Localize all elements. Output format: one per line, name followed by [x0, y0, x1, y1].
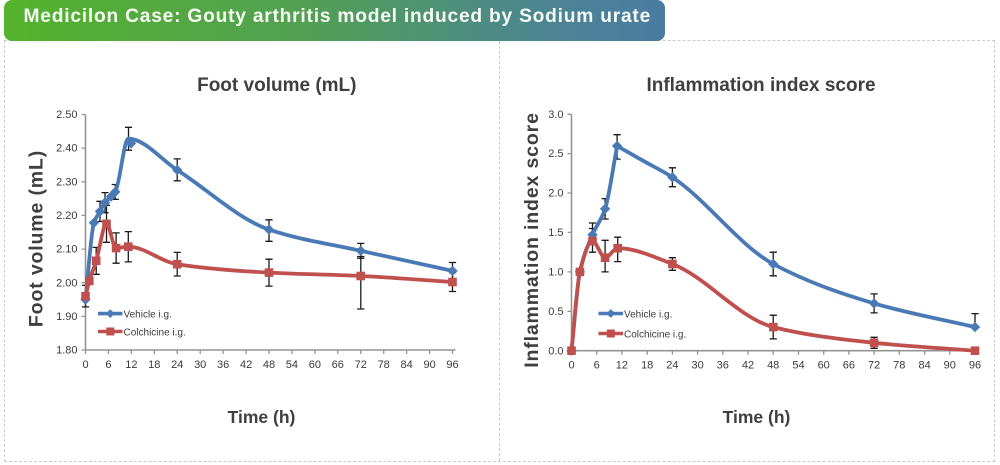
svg-text:78: 78 — [378, 359, 390, 371]
svg-text:18: 18 — [641, 360, 653, 372]
svg-text:12: 12 — [125, 359, 137, 371]
svg-text:96: 96 — [446, 359, 458, 371]
svg-text:Inflammation index score: Inflammation index score — [521, 112, 543, 368]
svg-text:24: 24 — [666, 360, 678, 372]
svg-text:36: 36 — [217, 359, 229, 371]
svg-text:60: 60 — [818, 360, 830, 372]
svg-text:1.0: 1.0 — [548, 267, 563, 279]
svg-text:Colchicine i.g.: Colchicine i.g. — [624, 330, 686, 341]
svg-text:30: 30 — [691, 360, 703, 372]
svg-text:2.20: 2.20 — [56, 210, 77, 222]
svg-text:0: 0 — [82, 359, 88, 371]
svg-text:72: 72 — [868, 360, 880, 372]
svg-text:78: 78 — [893, 360, 905, 372]
svg-text:30: 30 — [194, 359, 206, 371]
svg-text:1.80: 1.80 — [56, 345, 77, 357]
svg-text:96: 96 — [969, 360, 981, 372]
svg-text:54: 54 — [792, 360, 804, 372]
svg-text:6: 6 — [105, 359, 111, 371]
svg-text:72: 72 — [355, 359, 367, 371]
svg-text:24: 24 — [171, 359, 183, 371]
svg-text:6: 6 — [594, 360, 600, 372]
svg-text:Inflammation index score: Inflammation index score — [646, 75, 875, 96]
svg-text:0.5: 0.5 — [548, 306, 563, 318]
svg-text:2.0: 2.0 — [548, 188, 563, 200]
svg-text:Foot volume (mL): Foot volume (mL) — [197, 75, 356, 96]
svg-text:90: 90 — [423, 359, 435, 371]
svg-text:2.40: 2.40 — [56, 143, 77, 155]
svg-text:Colchicine i.g.: Colchicine i.g. — [124, 328, 186, 339]
svg-text:36: 36 — [717, 360, 729, 372]
svg-text:2.30: 2.30 — [56, 176, 77, 188]
svg-text:60: 60 — [309, 359, 321, 371]
svg-text:18: 18 — [148, 359, 160, 371]
svg-text:84: 84 — [400, 359, 412, 371]
svg-text:42: 42 — [742, 360, 754, 372]
svg-text:1.90: 1.90 — [56, 311, 77, 323]
svg-text:90: 90 — [944, 360, 956, 372]
svg-text:2.10: 2.10 — [56, 244, 77, 256]
svg-text:3.0: 3.0 — [548, 109, 563, 121]
svg-text:42: 42 — [240, 359, 252, 371]
svg-text:54: 54 — [286, 359, 298, 371]
svg-text:66: 66 — [843, 360, 855, 372]
svg-text:2.50: 2.50 — [56, 109, 77, 121]
svg-text:Vehicle i.g.: Vehicle i.g. — [124, 310, 172, 321]
svg-text:48: 48 — [263, 359, 275, 371]
svg-text:0: 0 — [568, 360, 574, 372]
svg-text:48: 48 — [767, 360, 779, 372]
svg-text:12: 12 — [616, 360, 628, 372]
svg-text:Time (h): Time (h) — [723, 407, 791, 427]
svg-text:66: 66 — [332, 359, 344, 371]
svg-text:2.00: 2.00 — [56, 277, 77, 289]
svg-text:0.0: 0.0 — [548, 345, 563, 357]
svg-text:Time (h): Time (h) — [228, 407, 296, 427]
svg-text:Foot volume (mL): Foot volume (mL) — [26, 150, 48, 327]
svg-text:Vehicle i.g.: Vehicle i.g. — [624, 310, 672, 321]
svg-text:84: 84 — [918, 360, 930, 372]
svg-text:1.5: 1.5 — [548, 227, 563, 239]
svg-text:2.5: 2.5 — [548, 148, 563, 160]
